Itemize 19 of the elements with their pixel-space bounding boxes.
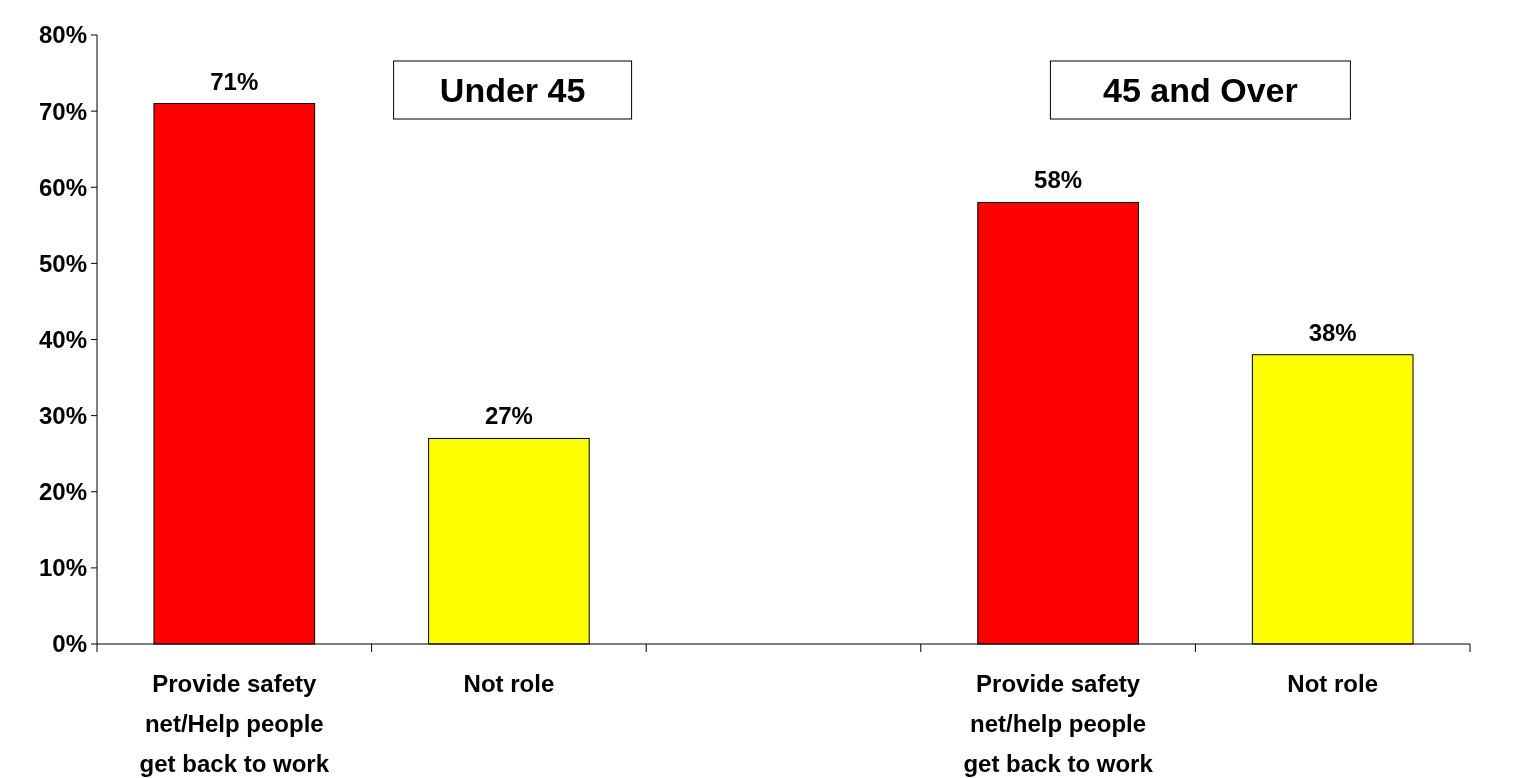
y-tick-label: 60% (38, 173, 87, 201)
x-tick-label: Provide safety net/help people get back to work (963, 670, 1154, 777)
data-label: 58% (1034, 166, 1083, 194)
y-tick-label: 0% (52, 630, 87, 658)
data-label: 27% (484, 402, 533, 430)
y-tick-label: 40% (38, 325, 87, 353)
y-tick-label: 70% (38, 97, 87, 125)
y-tick-label: 80% (38, 21, 87, 49)
y-tick-label: 30% (38, 402, 87, 430)
y-tick-label: 10% (38, 554, 87, 582)
x-tick-label: Provide safety net/Help people get back to work (139, 670, 330, 777)
annotation: 45 and Over (1103, 70, 1298, 109)
annotation: Under 45 (439, 70, 586, 109)
data-label: 38% (1308, 318, 1357, 346)
x-tick-label: Not role (463, 670, 555, 697)
data-label: 71% (210, 67, 259, 95)
y-tick-label: 50% (38, 249, 87, 277)
y-tick-label: 20% (38, 478, 87, 506)
x-tick-label: Not role (1287, 670, 1379, 697)
